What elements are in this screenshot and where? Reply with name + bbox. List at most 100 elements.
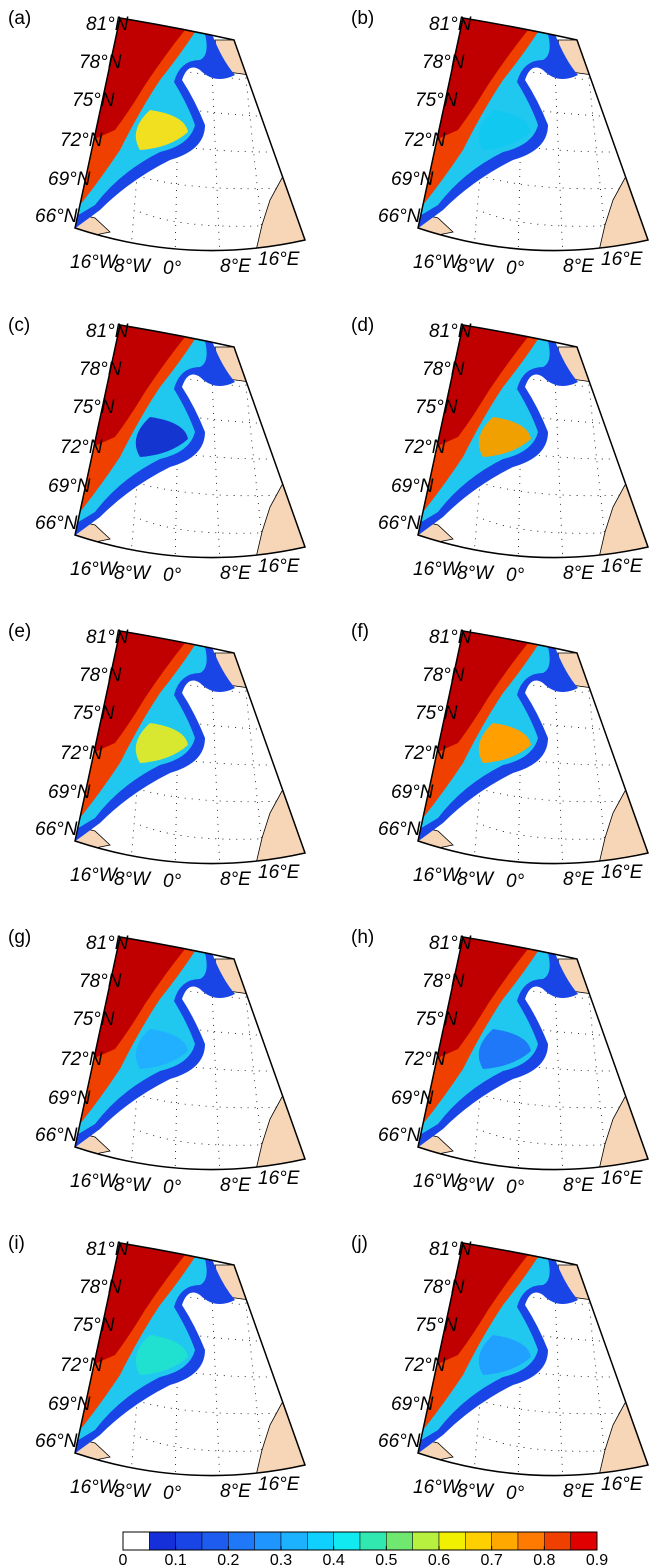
longitude-label: 8°W <box>114 256 152 277</box>
latitude-label: 81°N <box>86 1239 129 1260</box>
longitude-label: 16°E <box>601 249 643 270</box>
latitude-label: 78°N <box>79 52 122 73</box>
graticule <box>239 634 266 864</box>
map-panel: (j) 81°N 78°N 75°N 72°N 69°N 66°N 16°W8°W 0° 8°E 1… <box>351 1233 649 1504</box>
latitude-label: 78°N <box>79 359 122 380</box>
latitude-label: 66°N <box>35 819 78 840</box>
colorbar-tick-label: 0.4 <box>323 1552 345 1568</box>
graticule <box>552 634 564 864</box>
map-frame <box>417 936 649 1171</box>
longitude-label: 8°E <box>220 563 251 584</box>
longitude-label: 16°E <box>258 862 300 883</box>
longitude-label: 8°W <box>114 563 152 584</box>
longitude-label: 16°W <box>413 865 462 886</box>
panel-label: (d) <box>351 315 374 336</box>
map-frame <box>74 936 306 1171</box>
panel-label: (f) <box>351 621 369 642</box>
panel-label: (b) <box>351 8 374 29</box>
colorbar-tick-label: 0.6 <box>428 1552 450 1568</box>
latitude-label: 78°N <box>79 1277 122 1298</box>
longitude-label: 16°E <box>601 556 643 577</box>
latitude-label: 66°N <box>35 513 78 534</box>
latitude-label: 75°N <box>72 1315 115 1336</box>
map-frame <box>74 630 306 865</box>
latitude-label: 75°N <box>415 1315 458 1336</box>
latitude-label: 66°N <box>378 206 421 227</box>
latitude-label: 75°N <box>72 703 115 724</box>
graticule <box>552 21 564 251</box>
map-panel: (f) 81°N 78°N 75°N 72°N 69°N 66°N 16°W8°W 0° 8°E 1… <box>351 621 649 892</box>
longitude-label: 0° <box>163 258 182 279</box>
ice-inner <box>135 110 188 150</box>
latitude-label: 66°N <box>378 1431 421 1452</box>
ice-inner <box>135 417 188 457</box>
ice-inner <box>478 110 531 150</box>
panel-label: (h) <box>351 927 374 948</box>
longitude-label: 0° <box>163 871 182 892</box>
latitude-label: 72°N <box>60 1049 103 1070</box>
longitude-label: 8°E <box>563 869 594 890</box>
latitude-label: 69°N <box>391 476 434 497</box>
graticule <box>209 940 221 1170</box>
colorbar-box <box>386 1531 413 1551</box>
panel-label: (a) <box>8 8 31 29</box>
latitude-label: 78°N <box>422 1277 465 1298</box>
graticule <box>582 21 609 251</box>
graticule <box>582 328 609 558</box>
latitude-label: 75°N <box>415 90 458 111</box>
map-frame <box>417 1242 649 1477</box>
latitude-label: 81°N <box>86 321 129 342</box>
panel-label: (j) <box>351 1233 368 1254</box>
colorbar-box <box>491 1531 519 1551</box>
longitude-label: 0° <box>506 565 525 586</box>
longitude-label: 0° <box>163 1177 182 1198</box>
panel-label: (i) <box>8 1233 25 1254</box>
map-panel: (a) 81°N 78°N 75°N 72°N 69°N 66°N 16°W8°W 0° 8°E 1… <box>8 8 306 279</box>
latitude-label: 66°N <box>378 1125 421 1146</box>
latitude-label: 66°N <box>35 1125 78 1146</box>
latitude-label: 81°N <box>429 14 472 35</box>
graticule <box>209 21 221 251</box>
colorbar: 0 0.1 0.2 0.3 0.4 0.5 0.6 0.7 0.8 0.9 <box>119 1531 608 1568</box>
panel-label: (g) <box>8 927 31 948</box>
latitude-label: 78°N <box>422 971 465 992</box>
longitude-label: 0° <box>506 1483 525 1504</box>
graticule <box>209 634 221 864</box>
longitude-label: 8°E <box>220 1175 251 1196</box>
longitude-label: 16°W <box>70 1171 119 1192</box>
longitude-label: 8°W <box>457 563 495 584</box>
latitude-label: 72°N <box>403 130 446 151</box>
map-frame <box>417 17 649 252</box>
latitude-label: 75°N <box>415 397 458 418</box>
longitude-label: 8°W <box>457 1481 495 1502</box>
panel-label: (e) <box>8 621 31 642</box>
latitude-label: 72°N <box>403 437 446 458</box>
graticule <box>552 1246 564 1476</box>
ice-inner <box>478 1335 531 1375</box>
colorbar-box <box>122 1531 150 1551</box>
latitude-label: 78°N <box>422 52 465 73</box>
latitude-label: 69°N <box>391 1088 434 1109</box>
longitude-label: 16°W <box>413 1171 462 1192</box>
colorbar-box <box>201 1531 229 1551</box>
colorbar-box <box>412 1531 440 1551</box>
latitude-label: 78°N <box>79 971 122 992</box>
longitude-label: 16°E <box>601 1168 643 1189</box>
latitude-label: 72°N <box>60 1355 103 1376</box>
graticule <box>239 21 266 251</box>
longitude-label: 0° <box>506 1177 525 1198</box>
latitude-label: 78°N <box>422 359 465 380</box>
latitude-label: 81°N <box>86 627 129 648</box>
map-panel: (c) 81°N 78°N 75°N 72°N 69°N 66°N 16°W8°W 0° 8°E 1… <box>8 315 306 586</box>
map-panel: (e) 81°N 78°N 75°N 72°N 69°N 66°N 16°W8°W 0° 8°E 1… <box>8 621 306 892</box>
longitude-label: 16°W <box>70 252 119 273</box>
map-frame <box>74 1242 306 1477</box>
latitude-label: 81°N <box>86 933 129 954</box>
longitude-label: 16°W <box>70 1477 119 1498</box>
longitude-label: 8°W <box>114 869 152 890</box>
colorbar-box <box>175 1531 203 1551</box>
longitude-label: 16°W <box>413 559 462 580</box>
longitude-label: 0° <box>163 1483 182 1504</box>
graticule <box>239 328 266 558</box>
longitude-label: 0° <box>506 871 525 892</box>
